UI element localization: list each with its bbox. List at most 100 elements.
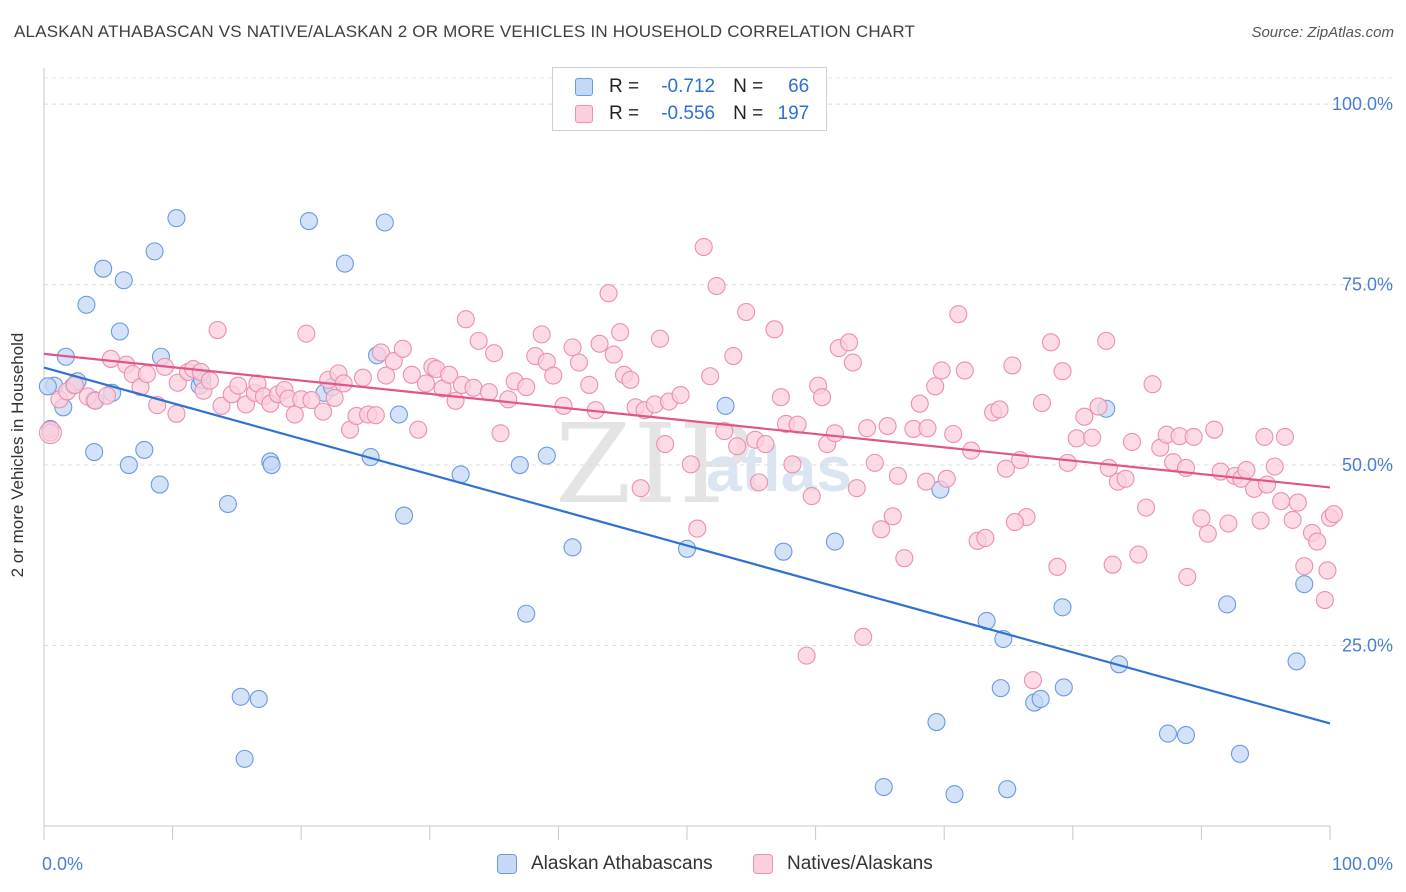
athabascan-point (517, 604, 536, 623)
bottom-legend-label-natives: Natives/Alaskans (787, 853, 933, 874)
natives-point (167, 404, 186, 423)
natives-point (604, 345, 623, 364)
natives-point (384, 352, 403, 371)
x-tick-label: 100.0% (1332, 854, 1393, 874)
natives-point (895, 549, 914, 568)
natives-point (812, 388, 832, 407)
natives-point (728, 437, 747, 456)
y-tick-label: 50.0% (1342, 455, 1393, 475)
athabascan-point (110, 322, 129, 341)
natives-point (200, 371, 219, 390)
natives-point (857, 419, 877, 438)
athabascan-point (375, 213, 394, 232)
natives-point (888, 466, 907, 485)
natives-point (937, 469, 956, 488)
natives-point (1041, 333, 1060, 352)
athabascan-point (774, 542, 793, 561)
natives-point (101, 349, 120, 368)
natives-point (621, 370, 640, 389)
natives-point (955, 361, 974, 380)
natives-point (883, 507, 902, 526)
athabascan-point (94, 259, 113, 278)
legend-r-value: -0.556 (661, 103, 716, 124)
bottom-legend-swatch-athabascan (497, 854, 517, 874)
natives-point (1288, 493, 1307, 512)
natives-point (491, 424, 510, 443)
natives-point (949, 305, 968, 324)
natives-point (1075, 407, 1094, 426)
athabascan-point (150, 475, 169, 494)
natives-point (611, 323, 630, 342)
natives-point (872, 520, 891, 539)
athabascan-point (945, 785, 964, 804)
natives-point (1295, 557, 1314, 576)
athabascan-point (825, 532, 844, 551)
athabascan-point (231, 687, 250, 706)
natives-point (1048, 557, 1067, 576)
athabascan-point (218, 494, 237, 514)
natives-point (371, 343, 390, 362)
athabascan-point (1176, 725, 1196, 745)
natives-point (1283, 510, 1302, 529)
natives-point (1255, 427, 1274, 446)
natives-point (688, 519, 707, 538)
natives-point (302, 391, 321, 410)
legend-n-value: 197 (777, 103, 810, 124)
natives-point (1058, 453, 1077, 472)
natives-point (1032, 393, 1051, 413)
natives-point (1318, 561, 1337, 580)
athabascan-point (114, 271, 133, 290)
natives-point (1053, 362, 1072, 381)
athabascan-point (1230, 744, 1250, 763)
natives-point (681, 455, 700, 474)
natives-point (285, 405, 304, 424)
legend-n-value: 66 (788, 76, 810, 97)
natives-point (926, 377, 945, 396)
natives-point (724, 346, 743, 366)
natives-point (464, 378, 483, 397)
natives-point (208, 321, 227, 340)
natives-point (944, 424, 963, 444)
natives-point (469, 331, 488, 350)
athabascan-point (537, 446, 556, 465)
natives-point (137, 365, 156, 384)
natives-point (707, 276, 726, 296)
natives-point (1023, 671, 1042, 690)
natives-point (590, 334, 609, 353)
natives-point (1315, 590, 1334, 610)
natives-point (1184, 427, 1203, 446)
natives-point (656, 435, 675, 454)
natives-point (563, 338, 582, 357)
natives-point (854, 627, 873, 646)
natives-point (393, 339, 412, 358)
y-tick-label: 25.0% (1342, 636, 1393, 656)
chart-title: ALASKAN ATHABASCAN VS NATIVE/ALASKAN 2 O… (14, 22, 916, 41)
natives-point (1237, 461, 1256, 480)
natives-point (1005, 513, 1024, 532)
natives-point (212, 396, 231, 415)
natives-point (599, 284, 618, 303)
natives-point (366, 406, 385, 425)
natives-point (409, 420, 428, 439)
natives-point (1116, 469, 1135, 488)
natives-point (479, 383, 499, 402)
athabascan-point (1287, 652, 1306, 671)
natives-point (671, 385, 690, 405)
natives-point (1003, 356, 1022, 375)
bottom-legend-athabascan: Alaskan Athabascans (497, 852, 713, 876)
athabascan-point (145, 242, 164, 261)
athabascan-point (991, 679, 1010, 698)
natives-point (554, 396, 573, 415)
natives-point (715, 422, 734, 441)
athabascan-point (1295, 575, 1314, 594)
legend-r-label: R = (609, 103, 640, 124)
natives-point (771, 388, 790, 407)
natives-point (297, 324, 316, 343)
natives-point (650, 329, 670, 348)
legend-swatch-athabascan (575, 78, 593, 96)
athabascan-point (299, 211, 318, 231)
legend-row-athabascan: R = -0.712 N = 66 (575, 74, 809, 100)
natives-point (38, 421, 62, 445)
natives-point (976, 528, 995, 548)
natives-point (1265, 457, 1284, 476)
